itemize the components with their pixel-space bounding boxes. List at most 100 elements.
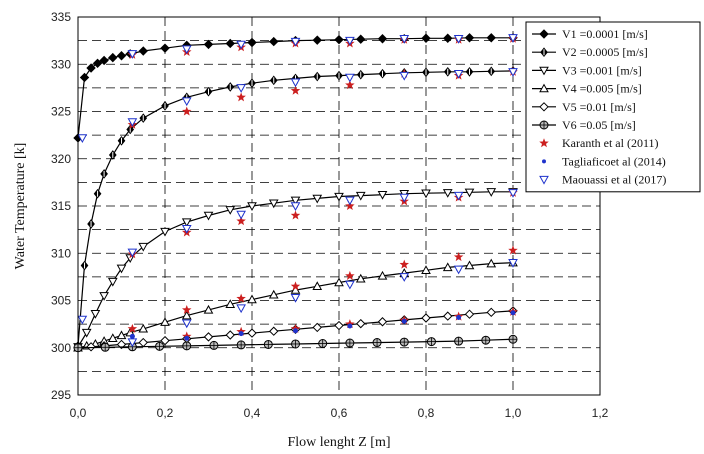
series-5-point — [486, 307, 496, 318]
series-4 — [73, 257, 518, 352]
series-1-point — [203, 39, 214, 50]
series-layer — [73, 33, 518, 353]
series-4-point — [181, 310, 192, 320]
series-8-point — [401, 318, 407, 324]
series-7-point — [290, 85, 301, 95]
series-9-point — [508, 189, 518, 198]
series-9-point — [453, 191, 464, 201]
legend-label: V3 =0.001 [m/s] — [562, 63, 642, 77]
series-3-point — [377, 190, 388, 200]
y-tick-label: 325 — [51, 105, 71, 119]
series-1-point — [443, 33, 453, 43]
series-5-point — [356, 318, 366, 329]
series-9-point — [453, 35, 464, 44]
series-7 — [127, 33, 518, 341]
series-3-point — [225, 206, 236, 215]
series-4-point — [377, 270, 388, 280]
series-9-point — [290, 37, 301, 47]
legend-marker — [539, 83, 549, 93]
series-5-point — [377, 317, 388, 327]
legend-item-7: Karanth et al (2011) — [539, 136, 659, 150]
y-tick-label: 320 — [51, 152, 71, 166]
series-4-point — [421, 265, 431, 274]
series-5-point — [334, 320, 344, 331]
legend-item-9: Maouassi et al (2017) — [539, 173, 666, 187]
series-4-point — [334, 277, 344, 287]
series-1-point — [247, 37, 257, 48]
x-tick-label: 0,8 — [418, 406, 435, 420]
legend-label: V5 =0.01 [m/s] — [562, 100, 636, 114]
series-7-point — [345, 201, 355, 211]
series-9-point — [508, 259, 518, 268]
series-9-point — [127, 118, 138, 127]
series-3-point — [90, 310, 101, 319]
series-3-point — [181, 218, 192, 228]
series-4-point — [116, 330, 127, 340]
series-7-point — [127, 323, 138, 333]
series-7-point — [181, 106, 192, 116]
series-8-point — [347, 323, 353, 329]
tick-labels: 0,0 0,2 0,4 0,6 0,8 1,0 1,2 295 300 305 310 315 320 3… — [51, 10, 609, 420]
series-5-point — [225, 330, 235, 340]
series-3-point — [116, 264, 127, 274]
series-9-point — [399, 71, 410, 81]
series-3-point — [355, 191, 366, 201]
legend-marker — [542, 159, 546, 164]
series-4-point — [138, 323, 149, 333]
series-9-point — [345, 280, 355, 290]
series-5-point — [443, 311, 453, 321]
series-4-point — [203, 304, 214, 314]
series-5-point — [269, 326, 279, 336]
series-1-point — [356, 34, 366, 44]
series-7-point — [236, 92, 246, 102]
series-9-point — [77, 134, 88, 143]
series-3-point — [268, 199, 279, 209]
series-9-point — [127, 50, 138, 59]
series-4-point — [355, 273, 366, 283]
y-tick-label: 335 — [51, 10, 71, 24]
legend-item-2: V2 =0.0005 [m/s] — [532, 45, 648, 59]
y-tick-label: 300 — [51, 341, 71, 355]
series-1-point — [225, 38, 235, 49]
x-tick-label: 0,6 — [331, 406, 348, 420]
series-3-point — [99, 292, 109, 301]
y-axis-title: Water Temperature [k] — [13, 143, 28, 270]
series-9-point — [236, 40, 246, 50]
series-4-point — [486, 258, 497, 268]
series-3-point — [81, 328, 92, 338]
legend-item-6: V6 =0.05 [m/s] — [532, 118, 636, 132]
series-9-point — [236, 304, 246, 314]
x-tick-label: 0,4 — [244, 406, 261, 420]
legend-item-4: V4 =0.005 [m/s] — [532, 82, 642, 96]
series-3-point — [138, 242, 149, 252]
legend-marker — [539, 66, 549, 76]
series-9-point — [290, 293, 301, 303]
series-8-point — [238, 331, 244, 337]
series-9-point — [181, 224, 192, 234]
series-9-point — [508, 68, 518, 77]
series-3-point — [107, 277, 118, 287]
series-4-point — [247, 294, 257, 304]
series-7-point — [290, 281, 301, 291]
legend-label: V1 =0.0001 [m/s] — [562, 27, 648, 41]
legend-item-5: V5 =0.01 [m/s] — [532, 100, 636, 114]
series-1-point — [486, 33, 496, 43]
series-3-point — [442, 189, 453, 198]
series-7-point — [236, 216, 246, 226]
series-9-point — [345, 36, 355, 46]
series-8-point — [456, 315, 462, 321]
series-8 — [129, 35, 516, 345]
series-3-point — [290, 196, 301, 206]
legend-item-8: Tagliaficoet al (2014) — [542, 154, 666, 168]
series-7-point — [236, 293, 246, 303]
series-9-point — [236, 84, 246, 93]
series-5-point — [160, 335, 170, 346]
series-1-point — [108, 52, 118, 63]
series-7-point — [290, 210, 301, 220]
legend-item-3: V3 =0.001 [m/s] — [532, 63, 642, 77]
series-9-point — [345, 73, 355, 83]
series-line-4 — [77, 262, 514, 349]
series-1-point — [79, 72, 90, 83]
